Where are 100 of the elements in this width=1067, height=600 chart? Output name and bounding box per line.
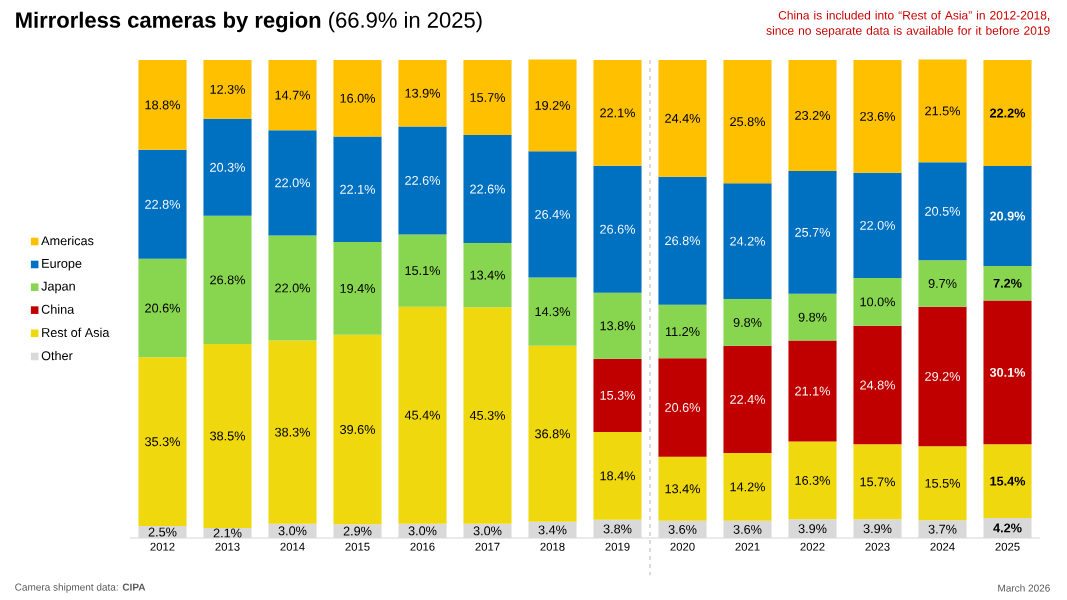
bar — [723, 299, 772, 346]
bar — [918, 260, 967, 307]
data-label: 3.6% — [668, 524, 697, 534]
bar — [333, 524, 382, 538]
x-tick-label: 2016 — [410, 542, 435, 551]
data-label: 13.9% — [405, 88, 441, 98]
bar — [788, 59, 837, 171]
data-label: 15.5% — [925, 478, 961, 488]
bar — [788, 441, 837, 520]
data-label: 3.8% — [603, 524, 632, 534]
bar — [203, 118, 252, 216]
data-label: 22.1% — [600, 108, 636, 118]
data-label: 11.2% — [665, 327, 700, 336]
x-tick-label: 2019 — [605, 542, 630, 551]
data-label: 22.0% — [860, 220, 896, 230]
bar — [463, 59, 512, 136]
data-label: 3.4% — [538, 525, 567, 535]
data-label: 29.2% — [925, 371, 961, 381]
data-label: 15.3% — [600, 390, 636, 400]
data-label: 22.0% — [275, 283, 311, 293]
bar — [398, 234, 447, 307]
bar — [528, 59, 577, 152]
data-label: 39.6% — [340, 425, 376, 434]
data-label: 20.6% — [665, 403, 701, 412]
data-label: 36.8% — [535, 429, 571, 439]
data-label: 3.9% — [798, 524, 827, 534]
chart-title: Mirrorless cameras by region (66.9% in 2025) — [16, 11, 482, 33]
data-label: 2.9% — [343, 526, 372, 536]
data-label: 30.1% — [989, 367, 1026, 377]
bar — [398, 59, 447, 127]
data-label: 25.8% — [730, 117, 766, 127]
bar — [983, 166, 1032, 267]
bar — [853, 59, 902, 173]
data-label: 16.0% — [340, 93, 376, 103]
data-label: 23.2% — [795, 110, 831, 120]
data-label: 7.2% — [993, 278, 1022, 288]
bar — [203, 343, 252, 528]
bar — [528, 521, 577, 538]
data-label: 3.6% — [733, 524, 762, 534]
bar — [788, 293, 837, 341]
bar — [528, 151, 577, 278]
bar — [593, 292, 642, 359]
bar — [918, 446, 967, 521]
bar — [658, 59, 707, 177]
bar — [853, 519, 902, 538]
data-label: 24.8% — [860, 380, 896, 390]
bar — [918, 306, 967, 447]
bar — [528, 277, 577, 346]
bar — [983, 266, 1032, 301]
data-label: 45.4% — [404, 410, 441, 420]
legend-label: Americas — [41, 235, 94, 246]
x-tick-label: 2013 — [215, 542, 240, 551]
bar — [463, 243, 512, 308]
data-label: 14.7% — [275, 90, 311, 100]
legend-label: Europe — [42, 259, 82, 271]
bar — [658, 520, 707, 538]
data-label: 20.9% — [989, 211, 1026, 221]
data-label: 22.2% — [989, 108, 1026, 118]
data-label: 26.6% — [600, 224, 636, 234]
data-label: 3.0% — [408, 526, 437, 536]
data-label: 20.3% — [210, 162, 245, 172]
data-label: 25.7% — [795, 227, 831, 237]
bar — [528, 345, 577, 522]
data-label: 3.0% — [278, 526, 307, 536]
bar — [788, 170, 837, 294]
bar — [658, 456, 707, 521]
bar — [918, 162, 967, 261]
bar — [333, 59, 382, 137]
data-label: 45.3% — [469, 410, 506, 420]
data-label: 22.6% — [405, 175, 441, 185]
bar — [333, 242, 382, 335]
data-label: 18.4% — [600, 471, 636, 481]
x-tick-label: 2014 — [280, 542, 305, 551]
data-label: 22.8% — [145, 199, 180, 209]
bar — [983, 59, 1032, 167]
x-tick-label: 2020 — [670, 542, 695, 551]
text: China is included into “Rest of Asia” in 2012-2018, since no separate data is available for it before 2019 — [766, 10, 1050, 38]
bar — [138, 258, 187, 358]
bar — [593, 59, 642, 166]
bar — [463, 307, 512, 524]
bar — [463, 135, 512, 244]
text: Camera shipment data: CIPA — [15, 583, 146, 593]
bar — [333, 136, 382, 243]
data-label: 10.0% — [860, 297, 896, 307]
data-label: 9.8% — [798, 312, 827, 322]
bar — [203, 59, 252, 119]
bar — [138, 149, 187, 259]
bar — [853, 277, 902, 326]
x-tick-label: 2018 — [540, 542, 565, 551]
bar — [138, 357, 187, 527]
x-tick-label: 2015 — [345, 542, 370, 551]
bar — [983, 300, 1032, 445]
data-label: 23.6% — [860, 111, 896, 121]
data-label: 3.9% — [863, 524, 892, 534]
data-label: 13.4% — [470, 270, 506, 280]
x-tick-label: 2022 — [800, 542, 825, 551]
legend-label: China — [41, 304, 75, 314]
data-label: 3.0% — [473, 526, 502, 536]
legend-label: Rest of Asia — [42, 327, 110, 338]
bar — [723, 183, 772, 299]
